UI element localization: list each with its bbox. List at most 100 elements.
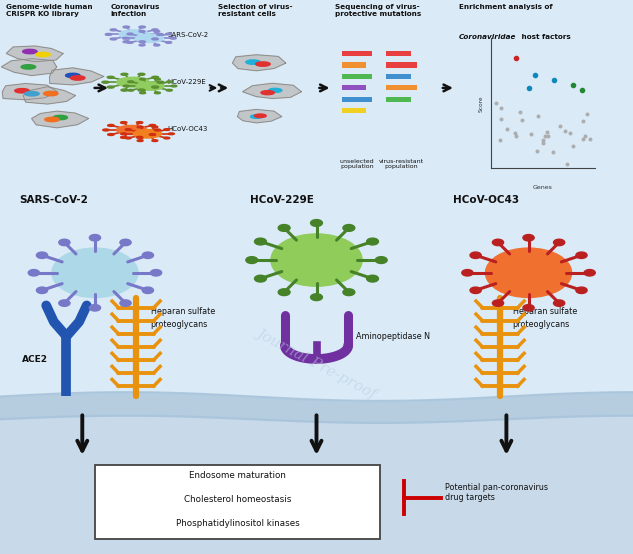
Point <box>496 103 506 112</box>
Circle shape <box>44 91 58 96</box>
Circle shape <box>523 305 534 311</box>
Polygon shape <box>49 68 104 85</box>
Polygon shape <box>6 46 63 62</box>
Bar <box>386 97 411 102</box>
Point <box>537 138 548 147</box>
Circle shape <box>470 287 481 294</box>
Point <box>510 129 520 138</box>
Circle shape <box>102 81 109 83</box>
Circle shape <box>121 89 128 91</box>
Circle shape <box>152 140 158 141</box>
Circle shape <box>170 37 176 39</box>
Circle shape <box>110 38 116 40</box>
Text: ACE2: ACE2 <box>22 355 48 365</box>
Text: Sequencing of virus-
protective mutations: Sequencing of virus- protective mutation… <box>335 4 422 17</box>
Circle shape <box>128 81 134 83</box>
Circle shape <box>142 252 153 259</box>
Point <box>577 86 587 95</box>
Circle shape <box>367 275 379 282</box>
Circle shape <box>367 238 379 245</box>
Text: Coronaviridae: Coronaviridae <box>459 34 517 40</box>
Circle shape <box>171 85 177 87</box>
Circle shape <box>142 287 153 294</box>
Circle shape <box>89 305 101 311</box>
Circle shape <box>107 86 114 88</box>
Circle shape <box>135 34 163 43</box>
Point <box>568 80 578 89</box>
Circle shape <box>127 42 133 43</box>
Circle shape <box>462 270 473 276</box>
Point <box>491 99 501 107</box>
Point <box>511 53 521 62</box>
Circle shape <box>116 125 147 135</box>
Bar <box>386 63 417 68</box>
Point <box>538 135 548 144</box>
Circle shape <box>492 239 504 245</box>
Circle shape <box>25 91 39 96</box>
Circle shape <box>28 270 39 276</box>
Point <box>568 141 578 150</box>
Circle shape <box>254 238 266 245</box>
Circle shape <box>343 224 354 232</box>
Circle shape <box>246 60 260 64</box>
Circle shape <box>261 91 274 95</box>
Bar <box>342 63 366 68</box>
Circle shape <box>59 300 70 306</box>
Circle shape <box>139 26 146 28</box>
Point <box>495 136 505 145</box>
Circle shape <box>52 248 138 297</box>
Point <box>540 132 550 141</box>
Circle shape <box>138 89 145 91</box>
Circle shape <box>154 78 160 80</box>
Circle shape <box>139 41 146 43</box>
Bar <box>342 97 372 102</box>
Point <box>562 160 572 169</box>
Text: HCoV-OC43: HCoV-OC43 <box>168 126 208 132</box>
Point <box>542 131 553 140</box>
Text: Journal Pre-proof: Journal Pre-proof <box>254 326 379 401</box>
Point <box>515 108 525 117</box>
Bar <box>342 85 366 90</box>
Circle shape <box>120 300 131 306</box>
Bar <box>342 51 372 56</box>
Point <box>585 135 595 143</box>
Circle shape <box>137 126 143 128</box>
Circle shape <box>576 252 587 259</box>
Circle shape <box>311 294 322 301</box>
Circle shape <box>164 137 170 139</box>
Circle shape <box>154 129 161 131</box>
Circle shape <box>125 129 131 130</box>
Circle shape <box>152 126 158 128</box>
Circle shape <box>45 117 60 122</box>
Text: Phosphatidylinositol kinases: Phosphatidylinositol kinases <box>175 519 299 527</box>
Text: Heparan sulfate
proteoglycans: Heparan sulfate proteoglycans <box>513 307 577 329</box>
Circle shape <box>119 30 149 39</box>
Point <box>526 129 536 138</box>
Circle shape <box>157 81 164 83</box>
Polygon shape <box>3 84 57 100</box>
Circle shape <box>584 270 595 276</box>
Polygon shape <box>1 59 56 75</box>
Point <box>523 83 534 92</box>
Circle shape <box>103 129 109 131</box>
Point <box>496 115 506 124</box>
Circle shape <box>268 88 282 93</box>
Text: Enrichment analysis of: Enrichment analysis of <box>459 4 553 17</box>
Point <box>560 127 570 136</box>
Bar <box>386 85 417 90</box>
Circle shape <box>137 136 143 138</box>
Circle shape <box>120 239 131 245</box>
Circle shape <box>256 62 270 66</box>
Circle shape <box>105 33 111 35</box>
Circle shape <box>251 115 262 119</box>
Circle shape <box>116 78 149 87</box>
Circle shape <box>279 289 290 296</box>
Circle shape <box>152 76 159 78</box>
Point <box>502 125 512 134</box>
Circle shape <box>470 252 481 259</box>
Circle shape <box>139 30 145 32</box>
Point <box>541 127 551 136</box>
Circle shape <box>166 81 172 83</box>
Circle shape <box>128 89 134 91</box>
Polygon shape <box>237 110 282 123</box>
